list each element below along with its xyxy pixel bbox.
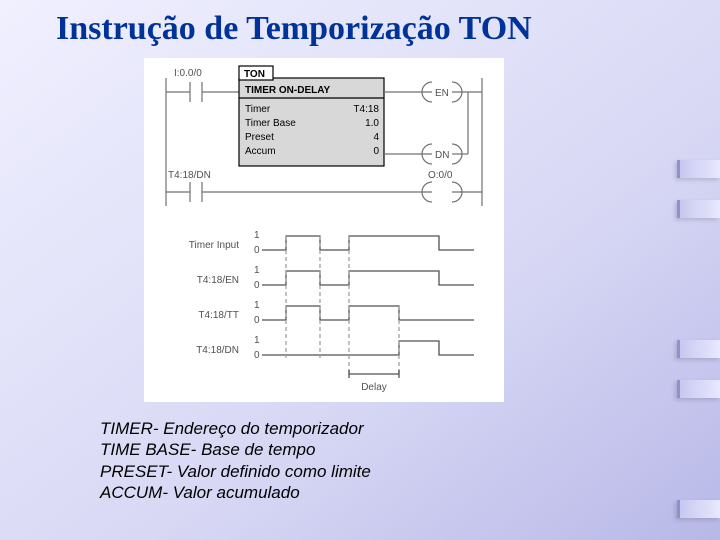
wave-input <box>262 236 474 250</box>
block-row-k1: Timer Base <box>245 118 296 129</box>
decor-bar <box>677 380 720 398</box>
wave-en <box>262 271 474 285</box>
block-header: TON <box>244 69 265 80</box>
page-title: Instrução de Temporização TON <box>0 0 720 48</box>
lvl-lo: 0 <box>254 350 260 361</box>
lvl-hi: 1 <box>254 265 260 276</box>
block-row-k3: Accum <box>245 146 276 157</box>
decor-bar <box>677 200 720 218</box>
block-row-v1: 1.0 <box>365 118 379 129</box>
delay-label: Delay <box>361 382 387 393</box>
decor-bar <box>677 500 720 518</box>
def-line: PRESET- Valor definido como limite <box>100 461 371 482</box>
rung2-input-label: T4:18/DN <box>168 170 211 181</box>
timing-label-en: T4:18/EN <box>197 275 239 286</box>
timing-label-tt: T4:18/TT <box>198 310 239 321</box>
lvl-lo: 0 <box>254 245 260 256</box>
block-row-v0: T4:18 <box>353 104 379 115</box>
wave-tt <box>262 306 474 320</box>
block-row-k2: Preset <box>245 132 274 143</box>
block-row-v2: 4 <box>373 132 379 143</box>
wave-dn <box>262 341 474 355</box>
block-row-v3: 0 <box>373 146 379 157</box>
def-line: TIME BASE- Base de tempo <box>100 439 371 460</box>
block-title: TIMER ON-DELAY <box>245 85 331 96</box>
diagram-canvas: I:0.0/0 TON TIMER ON-DELAY Timer T4:18 T… <box>144 58 504 402</box>
lvl-lo: 0 <box>254 280 260 291</box>
en-label: EN <box>435 88 449 99</box>
def-line: TIMER- Endereço do temporizador <box>100 418 371 439</box>
lvl-hi: 1 <box>254 300 260 311</box>
decor-bar <box>677 340 720 358</box>
lvl-hi: 1 <box>254 230 260 241</box>
timing-label-input: Timer Input <box>189 240 239 251</box>
def-line: ACCUM- Valor acumulado <box>100 482 371 503</box>
definitions-block: TIMER- Endereço do temporizador TIME BAS… <box>100 418 371 503</box>
dn-label: DN <box>435 150 449 161</box>
rung2-output-label: O:0/0 <box>428 170 453 181</box>
rung1-input-label: I:0.0/0 <box>174 68 202 79</box>
block-row-k0: Timer <box>245 104 271 115</box>
lvl-lo: 0 <box>254 315 260 326</box>
lvl-hi: 1 <box>254 335 260 346</box>
timing-label-dn: T4:18/DN <box>196 345 239 356</box>
decor-bar <box>677 160 720 178</box>
